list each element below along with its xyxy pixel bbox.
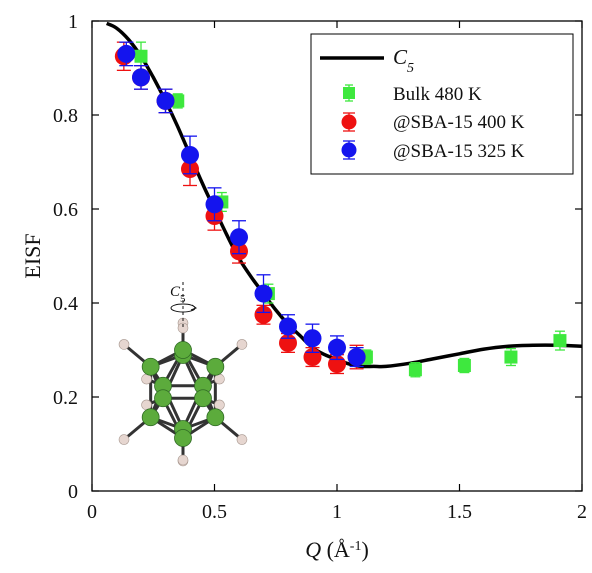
carbon-atom (141, 357, 160, 376)
data-point (303, 329, 322, 348)
legend-model-label: C5 (393, 45, 414, 76)
carbon-atom (194, 389, 212, 408)
y-tick-label: 0.2 (53, 387, 78, 409)
hydrogen-atom (236, 339, 248, 350)
y-tick-label: 1 (68, 11, 78, 33)
x-tick-label: 2 (577, 501, 587, 523)
inset-c5-label: C5 (170, 284, 186, 305)
axes-layer: 0 0.5 1 1.5 2 0 0.2 0.4 0.6 0.8 1 (53, 11, 587, 523)
data-point (156, 91, 175, 110)
carbon-atom (174, 429, 192, 447)
hydrogen-atom (236, 434, 248, 445)
data-series-layer (114, 41, 567, 378)
data-point (132, 68, 150, 87)
carbon-atom (154, 389, 172, 408)
data-point (553, 334, 567, 348)
hydrogen-atom (118, 434, 130, 445)
data-point (504, 350, 518, 364)
data-point (254, 284, 273, 303)
data-point (181, 145, 199, 164)
hydrogen-atom (118, 339, 130, 350)
legend-swatch-sba-325 (341, 140, 357, 160)
y-tick-label: 0.6 (53, 199, 78, 221)
x-tick-label: 1 (332, 501, 342, 523)
x-tick-label: 0.5 (202, 501, 227, 523)
y-tick-label: 0.8 (53, 105, 78, 127)
y-tick-label: 0 (68, 481, 78, 503)
legend: C5 Bulk 480 K @SBA-15 400 K @SBA-15 325 … (310, 33, 574, 175)
carbon-atom (174, 341, 192, 359)
y-tick-label: 0.4 (53, 293, 78, 315)
data-point (279, 317, 297, 336)
data-point (117, 44, 136, 63)
data-point (230, 228, 248, 247)
data-point (134, 49, 148, 63)
carbon-atom (206, 357, 225, 376)
hydrogen-atom (177, 322, 189, 334)
legend-label-sba-325: @SBA-15 325 K (393, 141, 525, 162)
data-point (328, 338, 346, 357)
data-point (457, 359, 471, 373)
data-point (171, 94, 185, 108)
data-point (254, 305, 273, 324)
series-sba15-325k (117, 41, 366, 368)
molecule-inset: C5 (118, 282, 248, 467)
y-axis-title: EISF (20, 233, 45, 278)
legend-swatch-bulk (343, 84, 355, 102)
x-axis-title: Q (Å-1) (305, 537, 369, 562)
carbon-atom (141, 408, 160, 427)
carbon-atom (206, 408, 225, 427)
rotation-arrowhead (190, 304, 198, 311)
legend-label-bulk: Bulk 480 K (393, 84, 482, 105)
data-point (347, 348, 366, 367)
legend-swatch-sba-400 (341, 112, 357, 132)
data-point (408, 363, 422, 377)
legend-label-sba-400: @SBA-15 400 K (393, 112, 525, 133)
data-point (205, 195, 224, 214)
hydrogen-atom (177, 454, 189, 466)
x-tick-label: 1.5 (447, 501, 472, 523)
x-tick-label: 0 (87, 501, 97, 523)
